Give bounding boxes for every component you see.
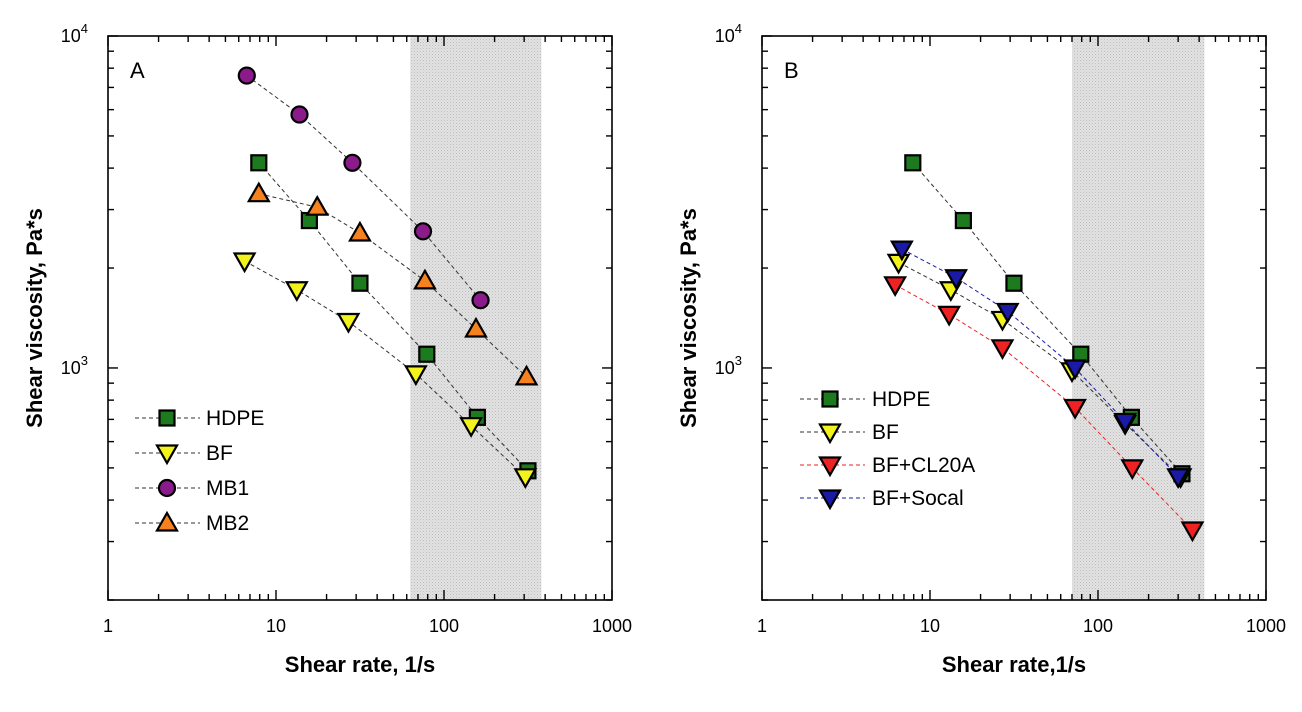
data-point — [464, 316, 488, 338]
y-tick-label: 104 — [61, 21, 88, 46]
x-tick-label: 1000 — [592, 616, 632, 636]
legend-label: HDPE — [872, 388, 930, 411]
legend: HDPE BF BF+CL20A BF+Socal — [800, 388, 975, 511]
legend-marker — [821, 390, 839, 408]
data-point — [413, 268, 437, 290]
data-point — [1120, 459, 1145, 481]
y-tick-label: 103 — [715, 353, 742, 378]
x-tick-label: 1 — [103, 616, 113, 636]
data-point — [459, 417, 484, 438]
y-axis-title: Shear viscosity, Pa*s — [22, 208, 47, 428]
data-point — [250, 154, 268, 172]
x-tick-label: 100 — [429, 616, 459, 636]
data-point — [1005, 274, 1023, 292]
legend-marker — [155, 444, 179, 466]
x-tick-label: 1000 — [1246, 616, 1286, 636]
series-line — [258, 162, 529, 472]
panel-letter: B — [784, 58, 799, 83]
legend-marker — [155, 510, 179, 532]
data-point — [1063, 398, 1087, 420]
data-point — [232, 252, 257, 274]
legend-label: HDPE — [206, 407, 264, 430]
series-mb2 — [246, 181, 539, 386]
data-point — [418, 345, 436, 363]
legend-label: BF — [206, 442, 233, 465]
shaded-band — [1071, 36, 1205, 600]
data-point — [413, 222, 433, 241]
series-line — [912, 162, 1183, 475]
data-point — [351, 274, 369, 292]
x-tick-label: 10 — [266, 616, 286, 636]
series-bf — [232, 252, 538, 490]
series-line — [246, 75, 481, 301]
series-mb1 — [237, 66, 490, 310]
x-tick-label: 1 — [757, 616, 767, 636]
legend-label: BF+Socal — [872, 487, 964, 510]
data-point — [305, 194, 330, 216]
data-point — [237, 66, 256, 85]
data-point — [954, 211, 972, 230]
x-tick-label: 10 — [920, 616, 940, 636]
data-point — [889, 240, 914, 262]
series-line — [258, 193, 527, 378]
data-point — [246, 181, 271, 203]
data-point — [937, 305, 962, 327]
data-point — [990, 339, 1015, 361]
y-axis-title: Shear viscosity, Pa*s — [676, 208, 701, 428]
data-point — [1166, 468, 1191, 490]
data-point — [514, 364, 539, 386]
data-point — [471, 291, 490, 310]
data-point — [944, 269, 968, 290]
data-point — [904, 154, 922, 172]
legend-label: MB1 — [206, 477, 249, 500]
data-point — [995, 302, 1020, 324]
data-point — [513, 468, 538, 490]
series-bf-cl20a — [883, 276, 1205, 543]
legend-marker — [818, 489, 842, 511]
data-point — [403, 365, 428, 387]
y-tick-label: 103 — [61, 353, 88, 378]
x-axis-title: Shear rate,1/s — [942, 652, 1086, 677]
panel-b: 1 10 100 1000 103 104 Shear rate,1/s Shear visc… — [676, 21, 1286, 677]
plot-frame — [761, 35, 1267, 601]
data-point — [1180, 521, 1205, 543]
legend-label: BF — [872, 421, 899, 444]
data-point — [883, 276, 908, 298]
legend-label: BF+CL20A — [872, 454, 975, 477]
series-bf-socal — [889, 240, 1191, 490]
x-axis-title: Shear rate, 1/s — [285, 652, 435, 677]
y-tick-label: 104 — [715, 21, 742, 46]
legend-marker — [818, 456, 842, 478]
legend: HDPE BF MB1 MB2 — [135, 407, 264, 535]
data-point — [284, 281, 309, 302]
data-point — [348, 220, 372, 242]
panel-letter: A — [130, 58, 145, 83]
data-point — [336, 312, 361, 334]
data-point — [1063, 359, 1087, 381]
data-point — [886, 253, 911, 275]
legend-label: MB2 — [206, 512, 249, 535]
x-tick-label: 100 — [1083, 616, 1113, 636]
legend-marker — [818, 423, 842, 445]
data-point — [1113, 412, 1138, 434]
panel-a: 1 10 100 1000 103 104 Shear rate, 1/s Shear vis… — [22, 21, 632, 677]
data-point — [290, 105, 309, 124]
legend-marker — [157, 478, 177, 498]
legend-marker — [158, 409, 176, 427]
plot-frame — [107, 35, 613, 601]
data-point — [343, 153, 362, 172]
